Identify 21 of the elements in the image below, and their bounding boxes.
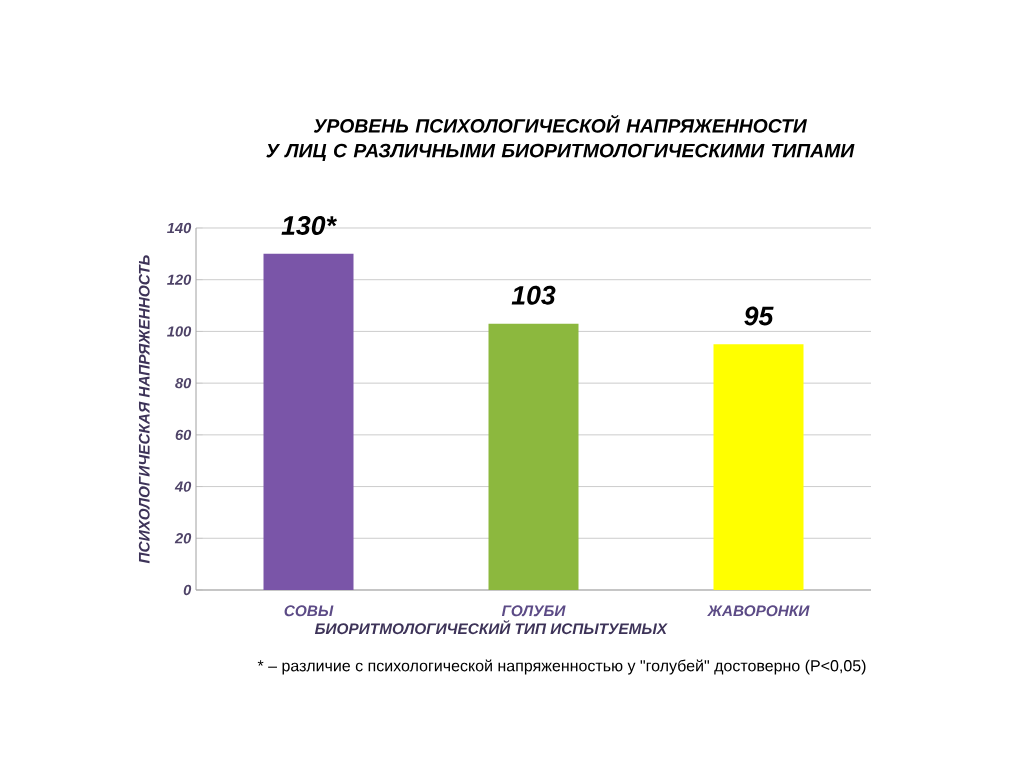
y-tick-label: 40 — [174, 481, 192, 492]
x-tick-label: ГОЛУБИ — [501, 605, 566, 617]
chart-title: УРОВЕНЬ ПСИХОЛОГИЧЕСКОЙ НАПРЯЖЕННОСТИ У ЛИЦ С РАЗЛИЧНЫМИ БИОРИТМОЛОГИЧЕСКИМИ ТИПАМИ — [266, 114, 855, 162]
y-tick-label: 20 — [174, 533, 192, 544]
x-tick-label: СОВЫ — [284, 605, 334, 617]
x-tick-label: ЖАВОРОНКИ — [707, 605, 810, 617]
bar — [713, 344, 804, 590]
x-axis-title: БИОРИТМОЛОГИЧЕСКИЙ ТИП ИСПЫТУЕМЫХ — [314, 620, 668, 635]
y-tick-label: 100 — [167, 326, 192, 337]
bar — [263, 253, 354, 590]
data-label: 95 — [744, 306, 774, 326]
text: * – различие с психологической напряженностью у "голубей" достоверно (P<0,05) — [257, 659, 866, 675]
y-tick-label: 0 — [183, 584, 192, 596]
data-label: 130* — [281, 216, 337, 235]
y-tick-label: 140 — [167, 222, 192, 234]
y-tick-label: 80 — [175, 377, 192, 389]
bar — [488, 323, 579, 590]
y-tick-label: 60 — [175, 429, 192, 441]
data-label: 103 — [511, 285, 556, 305]
y-tick-label: 120 — [167, 274, 192, 285]
y-axis-title: ПСИХОЛОГИЧЕСКАЯ НАПРЯЖЕННОСТЬ — [138, 255, 150, 564]
